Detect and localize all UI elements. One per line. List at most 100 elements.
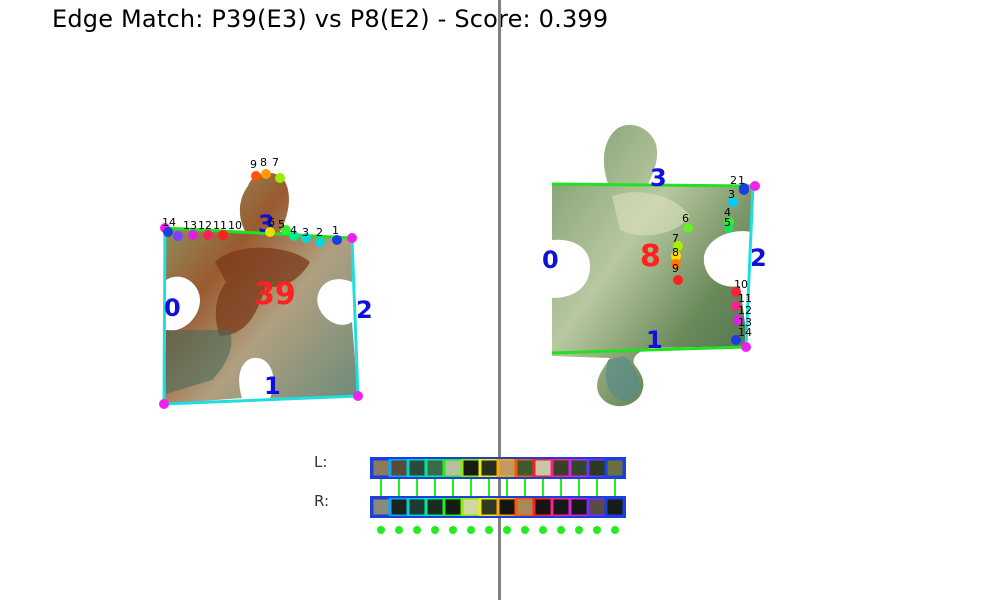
- right-edge-point: [671, 251, 681, 261]
- right-edge-point: [673, 241, 683, 251]
- match-indicator-dot: [431, 526, 439, 534]
- right-edge-point: [739, 185, 749, 195]
- right-edge-point: [683, 223, 693, 233]
- right-edge-point-label: 6: [682, 212, 689, 225]
- left-piece-bottom-shade: [166, 330, 232, 394]
- right-piece-tab-shade: [605, 356, 640, 401]
- color-comparison: L: R:: [314, 453, 626, 534]
- match-indicator-dot: [395, 526, 403, 534]
- right-piece-details: [612, 192, 690, 236]
- left-edge-point-label: 5: [278, 218, 285, 231]
- right-edge-label: 0: [542, 246, 559, 274]
- left-edge-point-label: 2: [316, 226, 323, 239]
- left-edge-point: [188, 230, 198, 240]
- left-edge-point-label: 12: [198, 219, 212, 232]
- right-edge-point: [733, 315, 743, 325]
- left-edge-point: [218, 230, 228, 240]
- left-color-swatch: [604, 457, 626, 479]
- right-edge-label: 3: [650, 164, 667, 192]
- match-indicator-dot: [593, 526, 601, 534]
- left-piece-details: [215, 247, 310, 336]
- left-edge-point-label: 13: [183, 219, 197, 232]
- left-edge-point-label: 7: [272, 156, 279, 169]
- left-edge-label: 0: [164, 294, 181, 322]
- left-color-swatch: [586, 457, 608, 479]
- left-outline-edge-0: [162, 227, 167, 405]
- match-indicator-dot: [539, 526, 547, 534]
- left-edge-point: [173, 231, 183, 241]
- right-edge-point-label: 8: [672, 246, 679, 259]
- match-indicator-dot: [611, 526, 619, 534]
- right-edge-point-label: 3: [728, 188, 735, 201]
- right-corner-marker: [750, 181, 760, 191]
- right-edge-point: [731, 287, 741, 297]
- right-edge-point-label: 11: [738, 292, 752, 305]
- right-piece-id-label: 8: [640, 239, 661, 274]
- left-edge-point: [289, 231, 299, 241]
- left-edge-point: [265, 227, 275, 237]
- left-corner-marker: [347, 233, 357, 243]
- right-color-swatch: [406, 496, 428, 518]
- left-edge-point: [203, 230, 213, 240]
- right-edge-point: [731, 301, 741, 311]
- left-color-swatch: [370, 457, 392, 479]
- left-color-swatch: [568, 457, 590, 479]
- right-color-swatch: [550, 496, 572, 518]
- left-edge-point: [275, 173, 285, 183]
- left-color-swatch: [388, 457, 410, 479]
- right-color-swatch: [388, 496, 410, 518]
- left-outline-edge-2: [350, 237, 360, 397]
- left-color-swatch: [496, 457, 518, 479]
- left-edge-point: [281, 225, 291, 235]
- left-edge-label: 2: [356, 296, 373, 324]
- right-strip-frame: [370, 496, 626, 518]
- left-corner-marker: [353, 391, 363, 401]
- left-edge-point-label: 11: [213, 219, 227, 232]
- right-edge-point-label: 13: [738, 316, 752, 329]
- right-outline-edge-1: [551, 345, 747, 355]
- left-edge-point-label: 14: [162, 216, 176, 229]
- right-edge-point-label: 7: [672, 232, 679, 245]
- right-edge-point-label: 9: [672, 262, 679, 275]
- right-edge-point-label: 5: [724, 216, 731, 229]
- left-edge-point: [332, 235, 342, 245]
- match-indicator-dot: [485, 526, 493, 534]
- left-color-swatch: [406, 457, 428, 479]
- right-color-swatch: [586, 496, 608, 518]
- right-edge-point-label: 12: [738, 304, 752, 317]
- right-piece-image: [552, 124, 752, 407]
- right-edge-point: [673, 275, 683, 285]
- left-edge-point-label: 1: [332, 224, 339, 237]
- right-edge-point: [671, 259, 681, 269]
- right-corner-marker: [741, 342, 751, 352]
- left-strip-frame: [370, 457, 626, 479]
- right-edge-point: [724, 223, 734, 233]
- right-color-swatch: [460, 496, 482, 518]
- right-edge-point-label: 14: [738, 326, 752, 339]
- match-indicator-dot: [467, 526, 475, 534]
- right-color-swatch: [496, 496, 518, 518]
- match-indicator-dot: [449, 526, 457, 534]
- right-color-swatch: [604, 496, 626, 518]
- right-edge-point: [731, 335, 741, 345]
- right-outline-edge-3: [551, 182, 753, 188]
- right-color-swatch: [442, 496, 464, 518]
- right-edge-point-label: 2: [730, 174, 737, 187]
- match-indicator-dot: [503, 526, 511, 534]
- left-edge-point: [315, 237, 325, 247]
- comparison-strips: [370, 457, 626, 534]
- left-color-swatch: [424, 457, 446, 479]
- left-outline-edge-3: [164, 226, 353, 240]
- left-color-swatch: [442, 457, 464, 479]
- right-color-swatch: [424, 496, 446, 518]
- left-color-swatch: [532, 457, 554, 479]
- left-piece-id-label: 39: [254, 277, 296, 312]
- left-edge-point-label: 8: [260, 156, 267, 169]
- left-edge-point-label: 10: [228, 219, 242, 232]
- left-edge-point: [261, 169, 271, 179]
- left-corner-marker: [159, 399, 169, 409]
- left-strip-label: L:: [314, 453, 327, 471]
